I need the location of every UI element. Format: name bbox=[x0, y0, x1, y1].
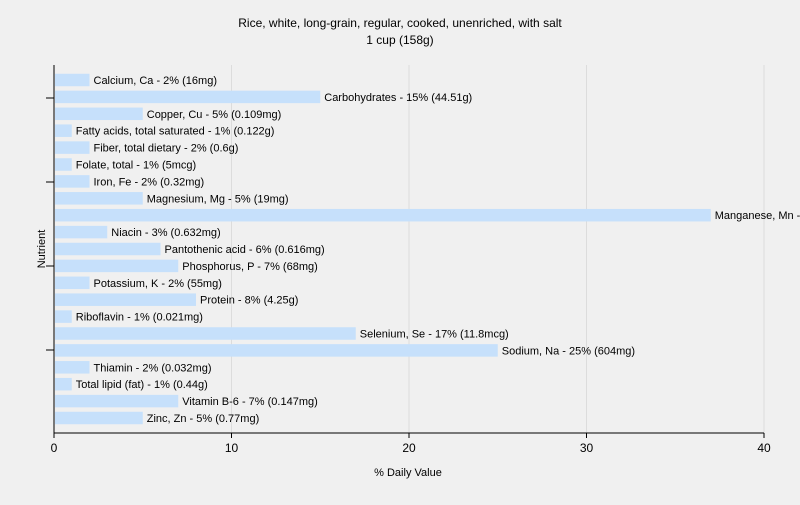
bar-label: Manganese, Mn - 37% (0.746mg) bbox=[715, 210, 800, 222]
chart-subtitle: 1 cup (158g) bbox=[366, 33, 433, 47]
bar bbox=[55, 394, 179, 408]
bar-label: Sodium, Na - 25% (604mg) bbox=[502, 345, 635, 357]
bar bbox=[55, 361, 90, 374]
bar bbox=[55, 259, 179, 273]
bar-label: Copper, Cu - 5% (0.109mg) bbox=[147, 109, 282, 121]
label-layer: Calcium, Ca - 2% (16mg) Carbohydrates - 1… bbox=[76, 75, 800, 425]
bar-label: Niacin - 3% (0.632mg) bbox=[111, 227, 220, 239]
x-axis-label: % Daily Value bbox=[374, 467, 442, 479]
y-axis-label: Nutrient bbox=[36, 230, 48, 269]
bar bbox=[55, 141, 90, 154]
bar bbox=[55, 344, 498, 357]
x-tick-label: 10 bbox=[225, 441, 239, 455]
bar-label: Zinc, Zn - 5% (0.77mg) bbox=[147, 413, 259, 425]
bar-label: Pantothenic acid - 6% (0.616mg) bbox=[165, 244, 325, 256]
bar-label: Phosphorus, P - 7% (68mg) bbox=[182, 261, 318, 273]
bar bbox=[55, 276, 90, 290]
bar-label: Fatty acids, total saturated - 1% (0.122… bbox=[76, 126, 275, 138]
bar bbox=[55, 242, 161, 256]
bar-label: Iron, Fe - 2% (0.32mg) bbox=[94, 176, 205, 188]
bar-label: Fiber, total dietary - 2% (0.6g) bbox=[94, 143, 239, 155]
bar-label: Carbohydrates - 15% (44.51g) bbox=[324, 92, 472, 104]
bar bbox=[55, 377, 72, 391]
bar bbox=[55, 158, 72, 171]
x-tick-label: 40 bbox=[757, 441, 771, 455]
bar bbox=[55, 107, 143, 121]
bar-label: Potassium, K - 2% (55mg) bbox=[94, 278, 222, 290]
bar-layer bbox=[55, 73, 711, 425]
bar bbox=[55, 90, 321, 104]
x-tick-label: 20 bbox=[402, 441, 416, 455]
bar-label: Magnesium, Mg - 5% (19mg) bbox=[147, 193, 289, 205]
bar bbox=[55, 175, 90, 188]
bar bbox=[55, 310, 72, 323]
bar bbox=[55, 225, 108, 239]
bar-label: Vitamin B-6 - 7% (0.147mg) bbox=[182, 396, 318, 408]
bar bbox=[55, 293, 196, 306]
bar-label: Folate, total - 1% (5mcg) bbox=[76, 160, 196, 172]
x-tick-label: 0 bbox=[51, 441, 58, 455]
bar bbox=[55, 124, 72, 137]
bar-label: Calcium, Ca - 2% (16mg) bbox=[94, 75, 217, 87]
x-tick-label: 30 bbox=[580, 441, 594, 455]
bar-label: Thiamin - 2% (0.032mg) bbox=[94, 362, 212, 374]
bar bbox=[55, 73, 90, 87]
bar-label: Total lipid (fat) - 1% (0.44g) bbox=[76, 379, 208, 391]
bar bbox=[55, 208, 711, 222]
chart-title: Rice, white, long-grain, regular, cooked… bbox=[238, 16, 562, 30]
bar-label: Selenium, Se - 17% (11.8mcg) bbox=[360, 329, 509, 341]
bar bbox=[55, 192, 143, 205]
bar-label: Protein - 8% (4.25g) bbox=[200, 295, 298, 307]
grid-layer bbox=[231, 65, 765, 433]
bar bbox=[55, 411, 143, 425]
bar-label: Riboflavin - 1% (0.021mg) bbox=[76, 312, 203, 324]
axis-layer: 0 10 20 30 40 bbox=[46, 65, 771, 455]
bar bbox=[55, 327, 356, 340]
